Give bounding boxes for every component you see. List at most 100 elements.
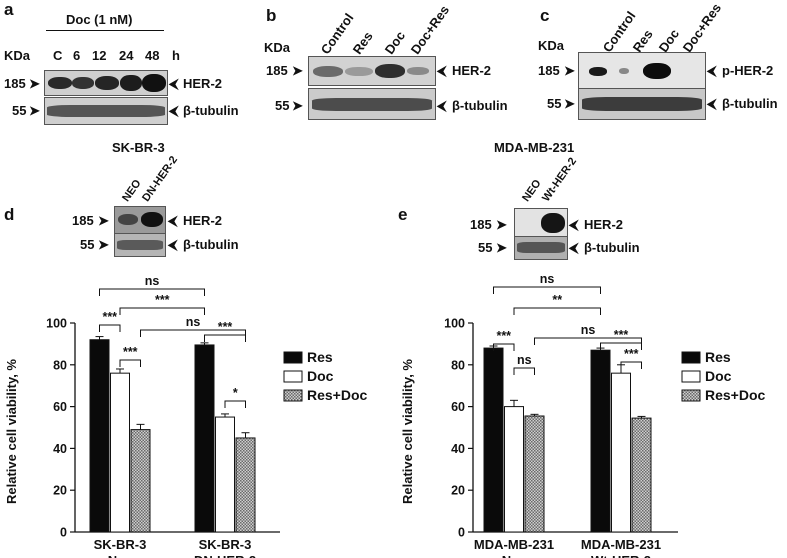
panel-c-blot-phers2 [578,52,706,90]
chart-d-ytick-label: 100 [46,317,67,331]
panel-d-target-her2: HER-2 [183,213,223,228]
chart-d-sig-bracket [224,400,246,408]
chart-e-sig-bracket [513,307,601,315]
chart-e-category-label: Wt-HER-2 [591,553,651,558]
panel-b-arrow-her2: ⮜ [437,63,447,78]
chart-d-sig-bracket [204,334,246,342]
chart-d-sig-label: *** [155,293,170,307]
panel-e-arrow-tubulin: ⮜ [569,240,579,255]
chart-e-bar [483,347,504,533]
chart-d-category-label: SK-BR-3 [199,537,252,552]
panel-a-marker-185: 185 [4,76,26,91]
panel-e-cell-line: MDA-MB-231 [494,140,575,155]
chart-e-legend-swatch [681,370,701,383]
panel-c-arrow-55: ➤ [564,96,575,111]
panel-d-lane-dnher2: DN-HER-2 [140,154,181,204]
panel-d-arrow-her2: ⮜ [168,213,178,228]
chart-d-ytick-label: 20 [53,484,67,498]
chart-e-sig-bracket [600,342,642,350]
chart-d-legend-label: Res+Doc [307,387,368,403]
chart-e-bar [611,372,631,533]
panel-a-kda: KDa [4,48,31,63]
panel-a-letter: a [4,0,14,19]
panel-d-marker-55: 55 [80,237,95,252]
chart-d-bar [194,344,215,533]
panel-d-blot-tubulin [114,233,166,257]
panel-a-time-12: 12 [92,48,107,63]
chart-e-category-label: MDA-MB-231 [581,537,661,552]
panel-b-lane-control: Control [317,10,357,57]
chart-e-ytick-label: 80 [451,358,465,372]
chart-e-sig-label: ns [581,323,596,337]
chart-e-legend-swatch [681,351,701,364]
panel-e-arrow-55: ➤ [496,240,507,255]
chart-d-legend-swatch [283,389,303,402]
chart-d-sig-label: ns [186,315,201,329]
chart-e-legend-label: Res [705,349,731,365]
chart-d-sig-bracket [119,359,141,367]
panel-c-marker-185: 185 [538,63,560,78]
panel-a-treatment: Doc (1 nM) [66,12,133,27]
chart-d-bar [110,372,130,533]
panel-d-cell-line: SK-BR-3 [112,140,165,155]
chart-e-sig-bracket [513,367,535,375]
panel-c-arrow-185: ➤ [564,63,575,78]
panel-b-lane-doc: Doc [381,28,409,57]
panel-c-target-tubulin: β-tubulin [722,96,778,111]
chart-d-sig-bracket [99,324,121,332]
chart-e-sig-label: *** [614,328,629,342]
panel-b-arrow-tubulin: ⮜ [437,98,447,113]
panel-e-lane-neo: NEO [520,177,544,204]
panel-a-target-her2: HER-2 [183,76,223,91]
chart-e-bar [590,349,611,533]
panel-b-marker-55: 55 [275,98,290,113]
panel-c-arrow-phers2: ⮜ [707,63,717,78]
panel-a-marker-55: 55 [12,103,27,118]
panel-b-arrow-185: ➤ [292,63,303,78]
chart-e-sig-bracket [493,343,515,351]
panel-d-marker-185: 185 [72,213,94,228]
panel-c-marker-55: 55 [547,96,562,111]
panel-e-arrow-185: ➤ [496,217,507,232]
chart-d-category-label: SK-BR-3 [94,537,147,552]
panel-b-blot-tubulin [308,88,436,120]
chart-d-category-label: Neo [108,553,133,558]
panel-a-time-48: 48 [145,48,160,63]
panel-b-arrow-55: ➤ [292,98,303,113]
chart-d-bar [130,429,151,533]
chart-e-ytick-label: 0 [458,526,465,540]
panel-e-letter: e [398,205,408,224]
chart-e-bar [504,406,524,533]
chart-d-sig-label: *** [218,320,233,334]
panel-a-arrow-55: ➤ [29,103,40,118]
panel-a-blot-tubulin [44,97,168,125]
panel-c-arrow-tubulin: ⮜ [707,96,717,111]
panel-a-blot-her2 [44,70,168,96]
chart-e-ytick-label: 60 [451,400,465,414]
panel-c-letter: c [540,6,550,25]
panel-e-lane-wther2: Wt-HER-2 [540,155,580,204]
chart-e-ytick-label: 20 [451,484,465,498]
panel-a-arrow-tubulin: ⮜ [169,103,179,118]
panel-a-time-unit: h [172,48,180,63]
panel-a-arrow-her2: ⮜ [169,76,179,91]
chart-e-sig-label: *** [496,329,511,343]
panel-e-marker-55: 55 [478,240,493,255]
chart-d: 0 20 40 60 80 100 Relative cell viability, % SK… [4,274,368,558]
chart-e-sig-label: ns [517,353,532,367]
panel-b-target-tubulin: β-tubulin [452,98,508,113]
chart-e-sig-bracket [534,337,642,345]
panel-b-blot-her2 [308,56,436,86]
panel-e-blot-tubulin [514,236,568,260]
chart-d-legend-label: Doc [307,368,334,384]
chart-d-ytick-label: 0 [60,526,67,540]
chart-e-legend-swatch [681,389,701,402]
chart-e-sig-label: ns [540,272,555,286]
chart-d-bar [215,416,235,533]
panel-c-blot-tubulin [578,88,706,120]
panel-d-lane-neo: NEO [120,177,144,204]
panel-e-marker-185: 185 [470,217,492,232]
panel-d-letter: d [4,205,15,224]
chart-e-bar [524,415,545,533]
chart-d-ylabel: Relative cell viability, % [4,359,19,504]
